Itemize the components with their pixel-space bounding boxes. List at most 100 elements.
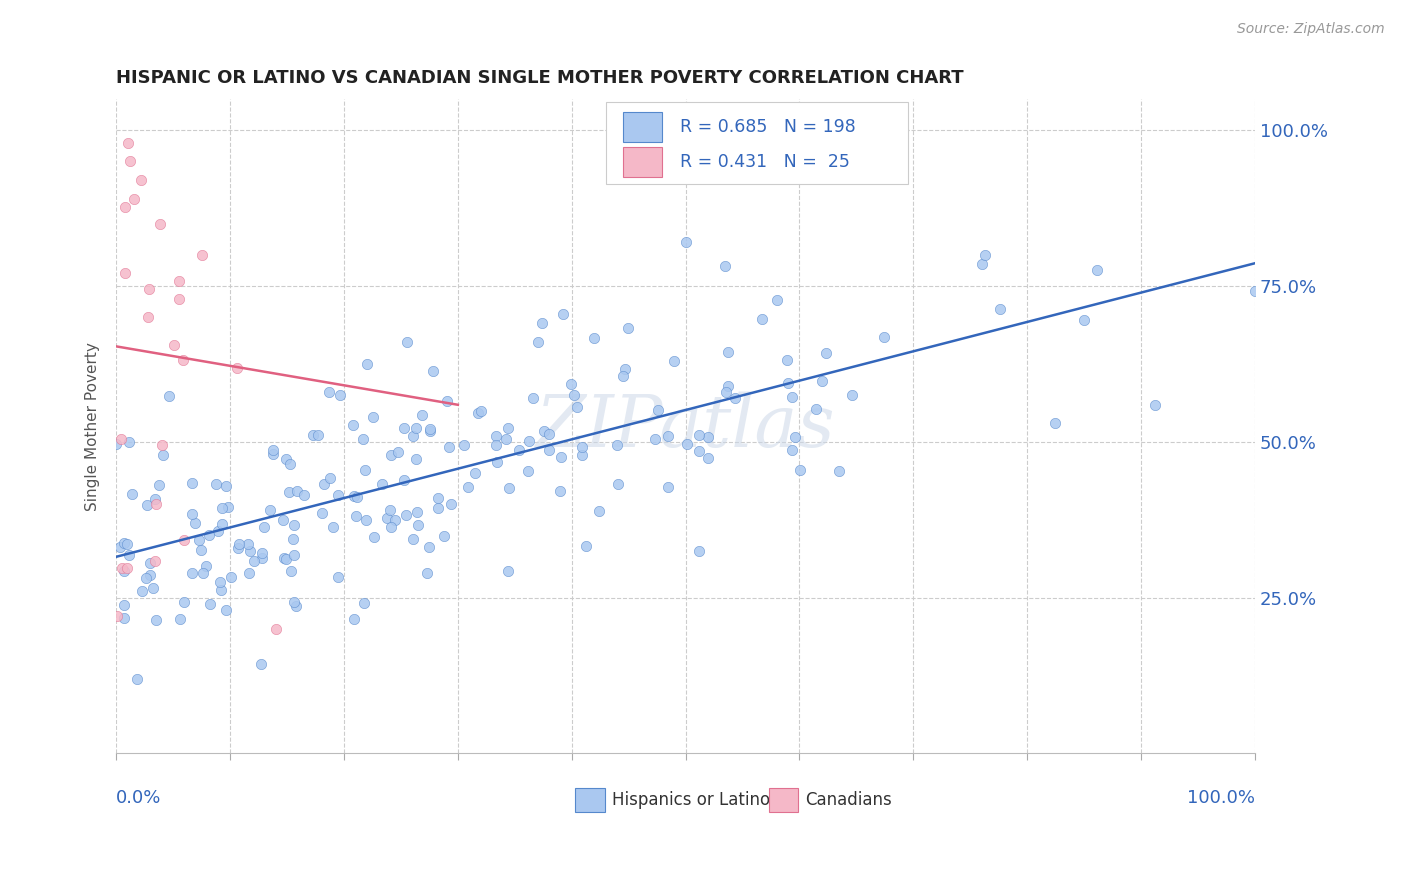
Point xyxy=(312,476,335,491)
Point xyxy=(195,558,218,573)
Point xyxy=(190,542,212,557)
Point xyxy=(872,330,894,344)
Point xyxy=(173,595,195,609)
Point xyxy=(810,374,832,388)
Point xyxy=(377,511,399,525)
Point xyxy=(780,391,803,405)
Point xyxy=(143,492,166,507)
Point xyxy=(498,481,520,495)
Point xyxy=(470,404,492,418)
Point xyxy=(207,524,229,539)
Text: 100.0%: 100.0% xyxy=(1187,789,1256,807)
Point xyxy=(405,421,427,435)
Point xyxy=(467,406,489,420)
Point xyxy=(271,513,294,527)
Point xyxy=(353,462,375,476)
Point xyxy=(117,561,139,575)
Point xyxy=(533,425,555,439)
Point xyxy=(406,505,429,519)
Point xyxy=(145,613,167,627)
Point xyxy=(973,248,995,262)
Point xyxy=(253,519,276,533)
Point xyxy=(124,192,146,206)
Point xyxy=(363,530,385,544)
Point xyxy=(657,429,679,443)
Text: 0.0%: 0.0% xyxy=(117,789,162,807)
Point xyxy=(273,551,295,566)
FancyBboxPatch shape xyxy=(606,103,908,185)
Point xyxy=(354,513,377,527)
Point xyxy=(531,317,554,331)
Point xyxy=(118,548,141,562)
Point xyxy=(402,532,425,546)
Point xyxy=(437,440,460,454)
Point xyxy=(378,502,401,516)
Point xyxy=(198,597,221,611)
Text: R = 0.685   N = 198: R = 0.685 N = 198 xyxy=(681,118,856,136)
Point xyxy=(617,321,640,335)
Point xyxy=(326,488,349,502)
Point xyxy=(537,427,560,442)
Point xyxy=(131,173,153,187)
Point xyxy=(105,437,128,451)
Point xyxy=(688,544,710,558)
Point xyxy=(278,457,301,471)
Point xyxy=(380,519,402,533)
Point xyxy=(1085,263,1108,277)
Point xyxy=(117,537,139,551)
Point xyxy=(612,369,634,384)
Point xyxy=(259,503,281,517)
Point xyxy=(180,507,202,521)
Point xyxy=(380,448,402,462)
Point xyxy=(112,565,135,579)
Point xyxy=(226,541,249,556)
Point xyxy=(190,248,212,262)
Point xyxy=(114,266,136,280)
Point xyxy=(717,345,740,359)
Point xyxy=(1143,399,1166,413)
Point xyxy=(387,445,409,459)
Point xyxy=(714,384,737,399)
Point xyxy=(118,435,141,450)
Point xyxy=(285,483,308,498)
Point xyxy=(560,377,582,392)
Point xyxy=(215,479,238,493)
Point xyxy=(238,566,260,581)
Point xyxy=(239,543,262,558)
Point xyxy=(311,506,333,520)
Point xyxy=(789,463,811,477)
Point xyxy=(329,388,352,402)
Point xyxy=(972,257,994,271)
Point xyxy=(841,388,863,402)
Point xyxy=(136,310,159,324)
Point xyxy=(778,376,800,390)
Point xyxy=(440,497,463,511)
Point xyxy=(344,509,367,524)
Point xyxy=(553,307,575,321)
Point xyxy=(307,428,329,442)
Point xyxy=(405,451,427,466)
Point xyxy=(582,331,605,345)
Point xyxy=(565,400,588,414)
Point xyxy=(782,442,804,457)
Point xyxy=(139,556,162,570)
Point xyxy=(696,430,718,444)
Point xyxy=(517,434,540,448)
Point xyxy=(814,345,837,359)
Point xyxy=(114,200,136,214)
Point xyxy=(697,450,720,465)
Point xyxy=(370,476,392,491)
Point xyxy=(614,361,637,376)
Y-axis label: Single Mother Poverty: Single Mother Poverty xyxy=(86,342,100,511)
Point xyxy=(281,533,304,547)
Point xyxy=(118,154,141,169)
FancyBboxPatch shape xyxy=(575,789,605,812)
Point xyxy=(280,564,302,578)
Point xyxy=(427,501,450,516)
FancyBboxPatch shape xyxy=(623,147,662,178)
FancyBboxPatch shape xyxy=(623,112,662,142)
Point xyxy=(408,518,430,533)
Point xyxy=(217,500,239,514)
Point xyxy=(229,79,252,94)
Point xyxy=(180,566,202,580)
